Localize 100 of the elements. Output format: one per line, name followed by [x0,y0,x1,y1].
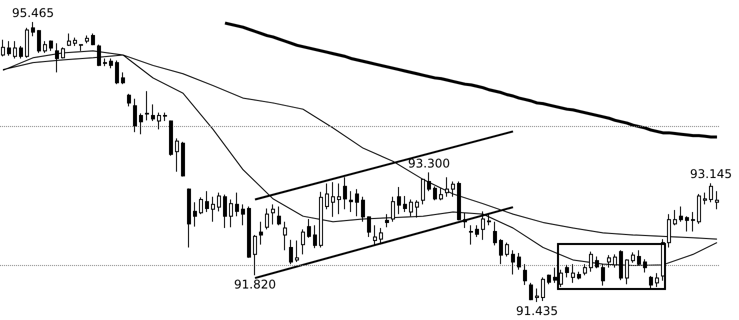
candlestick [421,178,425,205]
candlestick [691,212,695,232]
candlestick [127,93,131,107]
candlestick [289,239,293,265]
candlestick [85,35,89,44]
candlestick [349,190,353,213]
candlestick [313,224,317,249]
candlestick [145,90,149,121]
candlestick [67,32,71,46]
candlestick [649,275,653,290]
candlestick [337,183,341,215]
candlestick [13,40,17,59]
candlestick [559,269,563,288]
candlestick [181,141,185,178]
candlestick [157,112,161,130]
candlestick [211,196,215,222]
annotation: 93.145 [690,167,732,182]
candlestick [409,199,413,217]
candlestick [217,192,221,212]
candlestick [583,264,587,276]
candlestick [253,234,257,276]
candlestick [565,264,569,278]
candlestick [193,202,197,228]
candlestick [439,188,443,201]
candlestick [31,22,35,37]
candlestick [103,58,107,67]
candlestick [247,206,251,258]
candlestick [571,264,575,284]
candlestick [139,112,143,135]
candlestick [175,138,179,172]
candlestick [391,196,395,222]
candlestick [481,210,485,240]
candlestick [169,120,173,156]
candlestick [361,196,365,222]
candlestick [295,240,299,263]
candlestick [469,224,473,246]
candlestick [7,40,11,56]
candlestick [511,250,515,276]
candlestick [433,186,437,201]
candlestick [25,27,29,58]
candlestick [541,276,545,302]
candlestick [631,252,635,264]
candlestick [529,282,533,301]
candlestick [487,214,491,226]
candlestick [121,72,125,85]
candlestick [187,188,191,248]
candlestick [427,172,431,192]
candlestick [19,45,23,59]
candlestick [307,218,311,238]
candlestick [271,204,275,226]
candlestick [91,32,95,46]
candlestick [445,176,449,198]
candlestick [355,188,359,217]
candlestick [463,212,467,229]
candlestick [697,193,701,224]
candlestick [115,60,119,85]
candlestick [319,191,323,248]
candlestick [223,194,227,229]
candlestick [109,58,113,69]
candlestick [703,192,707,205]
candlestick [709,182,713,203]
candlestick [199,196,203,215]
candlestick [331,182,335,218]
annotation: 95.465 [12,6,54,20]
candlestick [547,274,551,285]
candlestick [577,271,581,280]
candlestick [451,180,455,198]
annotation: 91.435 [516,304,558,318]
candlestick [43,40,47,54]
candlestick [673,209,677,226]
candlestick [301,228,305,255]
candlestick [493,221,497,246]
candlestick [1,39,5,57]
candlestick [133,98,137,133]
candlestick [151,104,155,122]
candlestick [523,264,527,286]
annotation: 93.300 [408,156,450,170]
candlestick [685,216,689,232]
candlestick [535,288,539,302]
candlestick [679,206,683,222]
candlestick [163,112,167,122]
candlestick [235,192,239,217]
candlestick [475,224,479,238]
candlestick [73,37,77,46]
candlestick [553,267,557,284]
candlestick [499,238,503,265]
candlestick [37,29,41,54]
candlestick [715,190,719,210]
candlestick [385,214,389,228]
candlestick [397,186,401,215]
candlestick [367,216,371,238]
candlestick [379,228,383,246]
candlestick [283,221,287,251]
candlestick [241,204,245,226]
annotation: 91.820 [234,277,276,292]
candlestick [415,200,419,218]
candlestick [403,196,407,213]
candlestick [517,252,521,270]
candlestick [277,206,281,226]
candlestick [205,190,209,213]
